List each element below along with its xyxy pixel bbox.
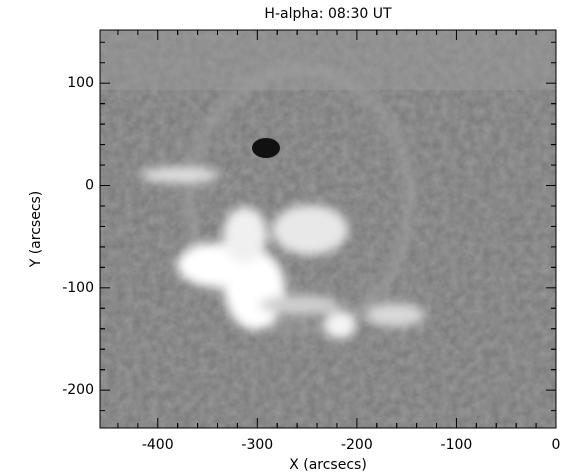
y-tick-label: 0 [85, 178, 94, 194]
x-tick-label: -300 [241, 437, 273, 453]
y-axis-label: Y (arcsecs) [28, 191, 44, 269]
y-tick-label: -100 [62, 280, 94, 296]
solar-image [100, 30, 556, 428]
x-tick-label: -100 [441, 437, 473, 453]
x-tick-label: -400 [142, 437, 174, 453]
y-tick-label: -200 [62, 382, 94, 398]
y-tick-label: 100 [67, 75, 94, 91]
chart-title: H-alpha: 08:30 UT [264, 6, 392, 22]
x-axis-label: X (arcsecs) [289, 457, 367, 473]
x-tick-label: -200 [341, 437, 373, 453]
x-tick-label: 0 [552, 437, 561, 453]
plot-frame [99, 29, 557, 429]
